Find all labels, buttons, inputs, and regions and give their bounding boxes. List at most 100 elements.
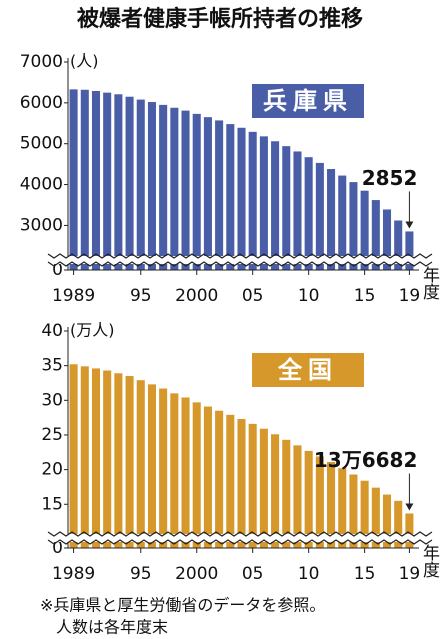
bar — [293, 151, 302, 270]
bar — [215, 120, 224, 270]
page-title: 被爆者健康手帳所持者の推移 — [77, 6, 363, 32]
bar — [360, 480, 369, 548]
bar — [248, 423, 257, 548]
bar — [271, 141, 280, 270]
bar — [315, 162, 324, 270]
bar — [125, 376, 134, 548]
bar — [203, 406, 212, 548]
bar — [215, 410, 224, 548]
bar — [91, 91, 101, 270]
x-tick-label: 1989 — [52, 564, 95, 584]
bar — [114, 373, 123, 548]
legend-box — [252, 353, 364, 387]
bar — [382, 494, 392, 548]
y-tick-label: 4000 — [20, 175, 63, 195]
bar — [69, 364, 78, 548]
bar — [114, 94, 123, 270]
x-tick-label: 19 — [399, 286, 421, 306]
bar — [226, 124, 235, 270]
bar — [203, 117, 212, 271]
bar — [304, 450, 313, 548]
bar — [349, 182, 358, 270]
note: 人数は各年度末 — [56, 618, 168, 637]
x-tick-label: 05 — [242, 564, 264, 584]
bar — [136, 99, 145, 270]
y-tick-label: 0 — [52, 538, 63, 558]
bar — [293, 445, 302, 548]
y-tick-label: 15 — [41, 494, 63, 514]
y-tick-label: 5000 — [20, 134, 63, 154]
bar — [327, 461, 336, 548]
bar — [405, 513, 414, 548]
y-tick-label: 6000 — [20, 93, 63, 113]
bar — [315, 456, 324, 548]
x-tick-label: 95 — [130, 286, 152, 306]
x-axis-label: 年度 — [419, 266, 440, 300]
bar — [259, 136, 268, 270]
bar — [91, 368, 101, 548]
bar — [360, 190, 369, 270]
bar — [259, 428, 268, 548]
bar — [170, 393, 179, 548]
y-tick-label: 7000 — [20, 52, 63, 72]
legend-label: 全国 — [277, 356, 338, 384]
x-axis-label: 年度 — [419, 544, 440, 578]
note: ※兵庫県と厚生労働省のデータを参照。 — [40, 596, 325, 615]
bar — [405, 231, 414, 270]
annotation-arrow — [405, 503, 414, 511]
bar — [371, 200, 380, 270]
bar — [103, 92, 112, 270]
x-tick-label: 10 — [298, 286, 320, 306]
y-tick-label: 0 — [52, 260, 63, 280]
bar — [181, 397, 190, 548]
bar — [237, 127, 246, 271]
y-tick-label: 25 — [41, 425, 63, 445]
bar — [282, 146, 291, 270]
break-line — [47, 531, 433, 537]
bar — [282, 439, 291, 548]
bar — [338, 175, 347, 270]
y-tick-label: 20 — [41, 460, 63, 480]
annotation-arrow — [405, 221, 414, 229]
bar — [159, 388, 168, 548]
bar — [159, 104, 168, 270]
break-line — [47, 253, 433, 259]
bar — [147, 384, 156, 548]
bar — [125, 96, 134, 270]
y-tick-label: 3000 — [20, 215, 63, 235]
x-tick-label: 95 — [130, 564, 152, 584]
y-tick-label: 35 — [41, 356, 63, 376]
bar — [237, 419, 246, 548]
bar — [80, 366, 89, 548]
x-tick-label: 1989 — [52, 286, 95, 306]
axis-break — [48, 534, 435, 542]
x-tick-label: 2000 — [175, 286, 218, 306]
bar — [69, 89, 78, 271]
bar — [170, 107, 179, 270]
break-line — [47, 261, 433, 267]
legend-box — [252, 84, 364, 118]
bar — [394, 500, 403, 548]
value-label: 2852 — [362, 166, 418, 190]
bar — [382, 209, 392, 270]
x-tick-label: 2000 — [175, 564, 218, 584]
axis-break — [48, 256, 435, 264]
bar — [181, 110, 190, 270]
bar — [147, 102, 156, 270]
bar — [304, 157, 313, 270]
unit-label: (人) — [70, 52, 99, 71]
x-tick-label: 15 — [354, 286, 376, 306]
unit-label: (万人) — [70, 321, 115, 340]
bar — [248, 131, 257, 270]
legend-label: 兵庫県 — [263, 87, 353, 115]
bar — [103, 370, 112, 548]
x-tick-label: 15 — [354, 564, 376, 584]
x-tick-label: 19 — [399, 564, 421, 584]
bar — [394, 220, 403, 270]
x-tick-label: 05 — [242, 286, 264, 306]
bar — [349, 474, 358, 548]
break-line — [47, 539, 433, 545]
bar — [338, 468, 347, 548]
bar — [271, 434, 280, 548]
